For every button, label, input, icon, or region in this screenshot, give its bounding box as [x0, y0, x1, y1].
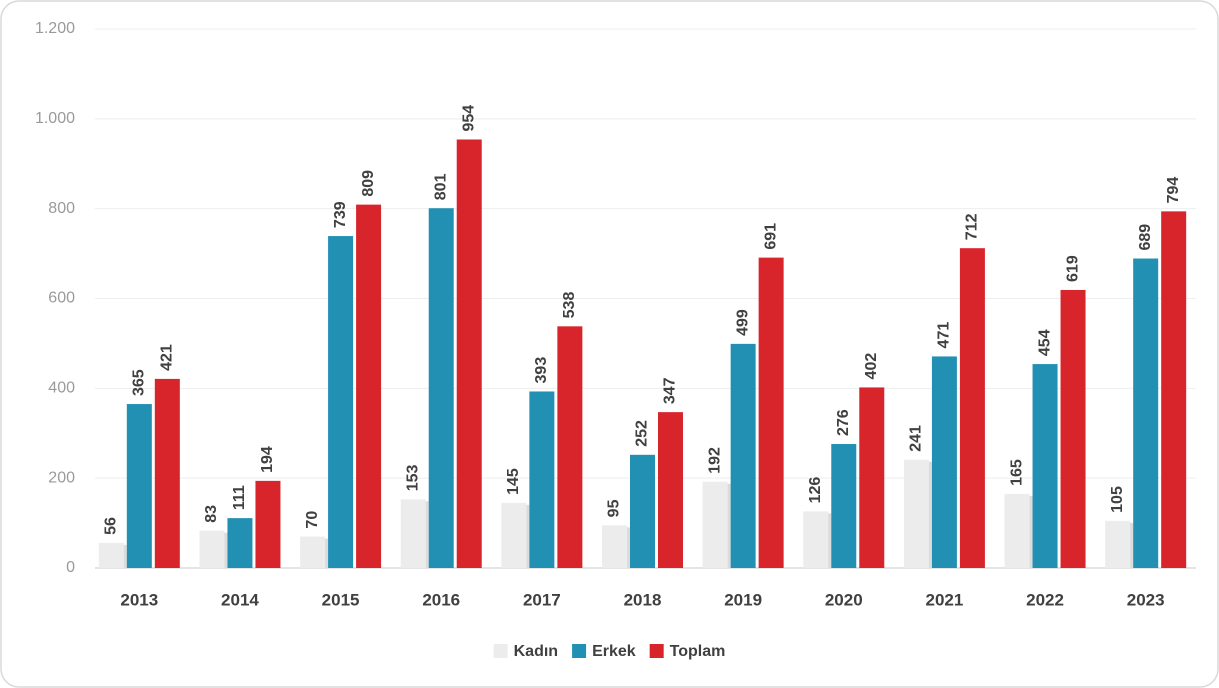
bar	[154, 378, 180, 568]
legend-swatch	[493, 644, 508, 658]
bar	[859, 387, 885, 568]
bar	[456, 139, 482, 568]
data-label: 105	[1109, 486, 1126, 513]
bar	[98, 542, 124, 568]
bar	[803, 511, 829, 568]
x-tick-label: 2020	[825, 590, 863, 609]
data-label: 809	[360, 170, 377, 197]
x-tick-label: 2022	[1026, 590, 1064, 609]
data-label: 689	[1137, 224, 1154, 251]
data-label: 83	[203, 505, 220, 523]
bar	[1161, 211, 1187, 568]
legend-label: Toplam	[670, 643, 726, 660]
data-label: 165	[1008, 459, 1025, 486]
y-tick-label: 0	[66, 559, 75, 576]
x-tick-label: 2019	[724, 590, 762, 609]
x-tick-label: 2015	[322, 590, 360, 609]
x-tick-label: 2016	[422, 590, 460, 609]
bar	[931, 356, 957, 568]
data-label: 691	[762, 223, 779, 250]
bar	[758, 257, 784, 568]
data-label: 739	[332, 201, 349, 228]
x-tick-label: 2013	[120, 590, 158, 609]
x-tick-label: 2021	[925, 590, 963, 609]
y-tick-label: 600	[48, 290, 75, 307]
y-tick-label: 1.000	[35, 110, 75, 127]
data-label: 194	[259, 446, 276, 473]
x-tick-label: 2023	[1127, 590, 1165, 609]
legend-label: Kadın	[514, 643, 558, 660]
data-label: 954	[460, 105, 477, 132]
data-label: 471	[936, 322, 953, 349]
y-tick-label: 1.200	[35, 20, 75, 37]
data-label: 794	[1165, 177, 1182, 204]
x-tick-label: 2017	[523, 590, 561, 609]
bar	[602, 525, 627, 568]
bar	[199, 530, 225, 568]
bar	[1004, 493, 1030, 568]
data-label: 192	[706, 447, 723, 474]
bar	[400, 499, 426, 568]
bar	[255, 480, 281, 568]
legend-label: Erkek	[592, 643, 636, 660]
data-label: 454	[1036, 329, 1053, 356]
bar	[1060, 289, 1086, 568]
data-label: 801	[432, 173, 449, 200]
data-label: 347	[662, 377, 679, 404]
data-label: 365	[131, 369, 148, 396]
bar	[831, 444, 857, 568]
y-tick-label: 800	[48, 200, 75, 217]
bar	[1133, 258, 1159, 568]
bar	[630, 454, 655, 568]
bar	[658, 412, 683, 568]
data-label: 276	[835, 409, 852, 436]
bar	[126, 404, 152, 568]
data-label: 56	[103, 517, 120, 535]
data-label: 126	[807, 477, 824, 504]
data-label: 499	[734, 309, 751, 336]
bar	[702, 481, 728, 568]
data-label: 252	[634, 420, 651, 447]
bar	[300, 536, 326, 568]
y-tick-label: 200	[48, 469, 75, 486]
data-label: 95	[606, 499, 623, 517]
data-label: 619	[1064, 255, 1081, 282]
data-label: 402	[863, 353, 880, 380]
bar	[227, 518, 253, 568]
legend-swatch	[649, 644, 664, 658]
data-label: 393	[533, 357, 550, 384]
bar	[428, 208, 454, 568]
bar	[501, 502, 527, 568]
bar	[529, 391, 555, 568]
bar	[356, 204, 382, 569]
data-label: 111	[231, 485, 248, 510]
bar	[1032, 364, 1058, 568]
data-label: 421	[159, 344, 176, 371]
bar	[730, 343, 756, 568]
data-label: 538	[561, 292, 578, 319]
data-label: 241	[908, 425, 925, 452]
data-label: 712	[964, 213, 981, 240]
bar	[328, 236, 354, 568]
bar	[903, 459, 929, 568]
data-label: 153	[404, 464, 421, 491]
bar	[1105, 520, 1131, 568]
data-label: 145	[505, 468, 522, 495]
x-tick-label: 2014	[221, 590, 259, 609]
bar	[959, 248, 985, 568]
x-tick-label: 2018	[624, 590, 662, 609]
data-label: 70	[304, 511, 321, 529]
bar	[557, 326, 583, 568]
y-tick-label: 400	[48, 380, 75, 397]
legend-swatch	[572, 644, 587, 658]
